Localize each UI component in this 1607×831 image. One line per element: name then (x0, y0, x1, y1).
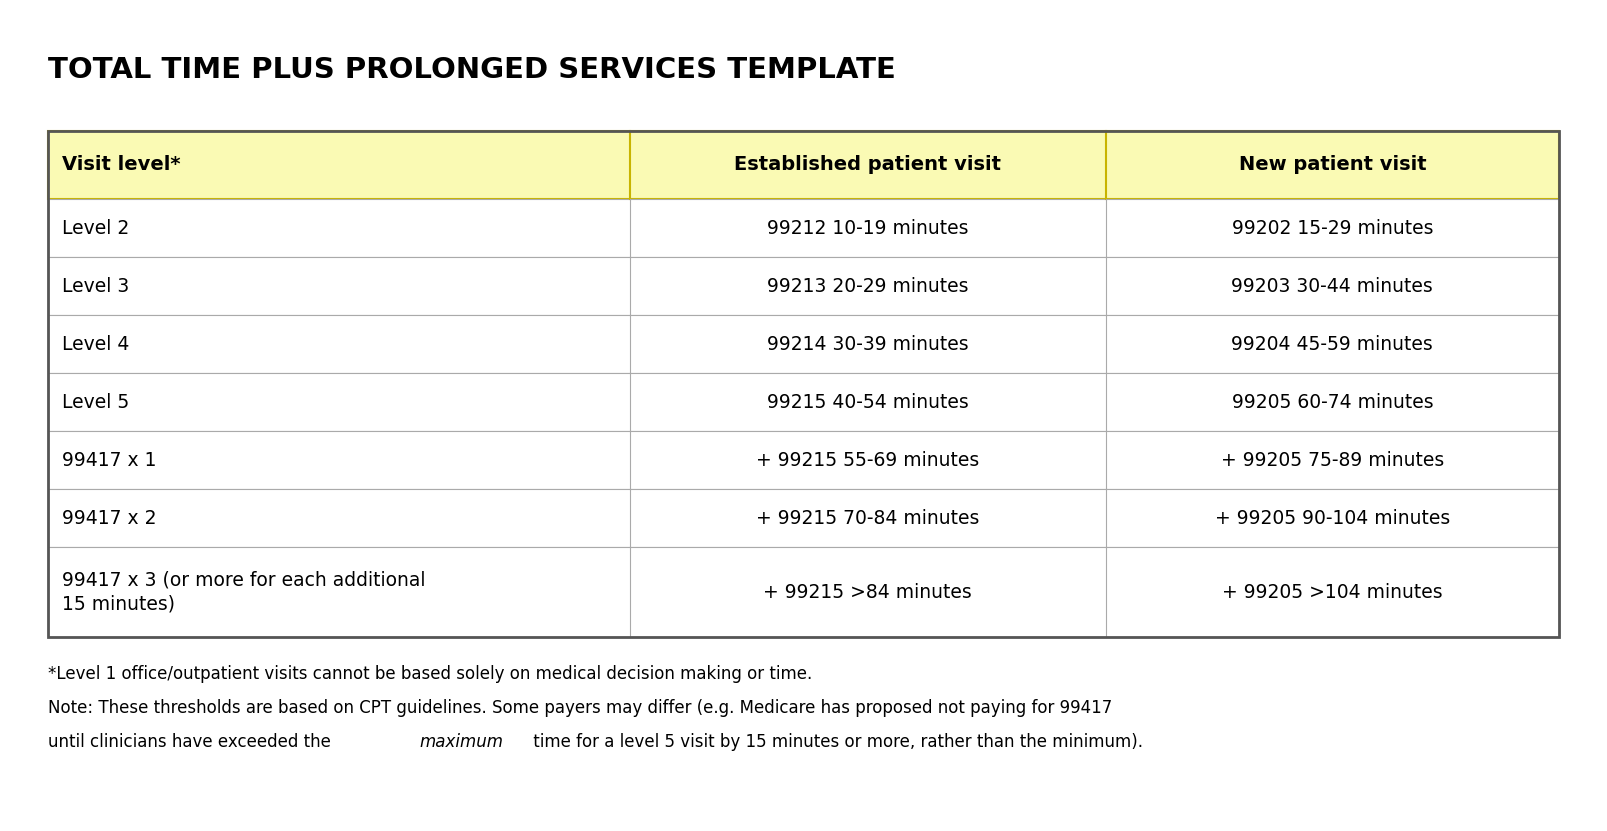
Text: + 99205 90-104 minutes: + 99205 90-104 minutes (1215, 509, 1450, 528)
Bar (48, 373, 1559, 431)
Text: 99417 x 3 (or more for each additional
15 minutes): 99417 x 3 (or more for each additional 1… (63, 570, 426, 614)
Text: 99212 10-19 minutes: 99212 10-19 minutes (767, 219, 969, 238)
Bar (48, 131, 1559, 199)
Text: TOTAL TIME PLUS PROLONGED SERVICES TEMPLATE: TOTAL TIME PLUS PROLONGED SERVICES TEMPL… (48, 56, 895, 84)
Text: Level 3: Level 3 (63, 277, 129, 296)
Text: 99205 60-74 minutes: 99205 60-74 minutes (1231, 392, 1433, 411)
Bar (48, 431, 1559, 489)
Text: 99213 20-29 minutes: 99213 20-29 minutes (767, 277, 969, 296)
Text: until clinicians have exceeded the: until clinicians have exceeded the (48, 733, 336, 751)
Bar (48, 315, 1559, 373)
Text: + 99205 >104 minutes: + 99205 >104 minutes (1221, 583, 1443, 602)
Bar (48, 257, 1559, 315)
Text: + 99215 55-69 minutes: + 99215 55-69 minutes (755, 450, 979, 470)
Bar (48, 131, 1559, 637)
Bar (48, 547, 1559, 637)
Text: *Level 1 office/outpatient visits cannot be based solely on medical decision mak: *Level 1 office/outpatient visits cannot… (48, 665, 812, 683)
Text: 99417 x 1: 99417 x 1 (63, 450, 156, 470)
Text: Level 4: Level 4 (63, 335, 130, 353)
Text: 99417 x 2: 99417 x 2 (63, 509, 156, 528)
Text: 99202 15-29 minutes: 99202 15-29 minutes (1231, 219, 1433, 238)
Text: Level 2: Level 2 (63, 219, 129, 238)
Text: Visit level*: Visit level* (63, 155, 180, 175)
Text: maximum: maximum (419, 733, 503, 751)
Text: Note: These thresholds are based on CPT guidelines. Some payers may differ (e.g.: Note: These thresholds are based on CPT … (48, 699, 1112, 717)
Text: 99215 40-54 minutes: 99215 40-54 minutes (767, 392, 969, 411)
Bar (48, 199, 1559, 257)
Text: Level 5: Level 5 (63, 392, 129, 411)
Text: 99214 30-39 minutes: 99214 30-39 minutes (767, 335, 969, 353)
Text: time for a level 5 visit by 15 minutes or more, rather than the minimum).: time for a level 5 visit by 15 minutes o… (529, 733, 1143, 751)
Text: New patient visit: New patient visit (1239, 155, 1425, 175)
Text: + 99215 70-84 minutes: + 99215 70-84 minutes (755, 509, 979, 528)
Text: 99204 45-59 minutes: 99204 45-59 minutes (1231, 335, 1433, 353)
Text: Established patient visit: Established patient visit (734, 155, 1001, 175)
Text: + 99215 >84 minutes: + 99215 >84 minutes (763, 583, 972, 602)
Text: 99203 30-44 minutes: 99203 30-44 minutes (1231, 277, 1433, 296)
Bar (48, 489, 1559, 547)
Text: + 99205 75-89 minutes: + 99205 75-89 minutes (1221, 450, 1445, 470)
